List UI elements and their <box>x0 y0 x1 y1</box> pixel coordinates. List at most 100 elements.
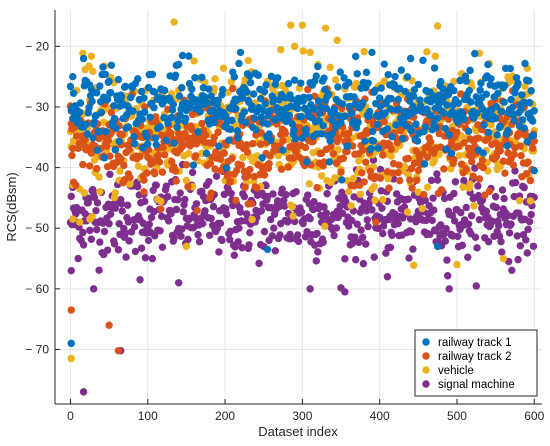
data-point <box>184 183 192 191</box>
data-point <box>181 195 189 204</box>
data-point <box>509 161 518 169</box>
data-point <box>473 109 481 117</box>
data-point <box>443 101 451 109</box>
data-point <box>376 174 385 182</box>
data-point <box>529 144 537 152</box>
data-point <box>351 233 359 241</box>
data-point <box>442 145 450 153</box>
data-point <box>131 247 140 256</box>
data-point-outlier <box>86 215 94 223</box>
data-point <box>466 66 474 75</box>
data-point <box>495 221 503 230</box>
data-point <box>284 163 293 171</box>
data-point <box>111 204 119 212</box>
data-point <box>506 64 515 73</box>
data-point <box>121 229 130 237</box>
data-point <box>228 154 236 163</box>
data-point <box>432 124 440 132</box>
data-point <box>491 114 500 123</box>
data-point <box>304 85 312 94</box>
data-point <box>229 84 237 93</box>
data-point <box>475 215 484 224</box>
data-point <box>466 180 474 188</box>
data-point <box>125 237 133 245</box>
data-point <box>499 157 508 165</box>
data-point <box>235 59 243 68</box>
data-point <box>320 203 328 211</box>
legend-item: signal machine <box>422 379 515 391</box>
data-point <box>353 70 361 78</box>
data-point <box>192 200 201 208</box>
data-point-outlier <box>68 151 76 160</box>
data-point <box>191 214 200 223</box>
data-point <box>418 204 426 213</box>
data-point <box>348 216 356 225</box>
data-point <box>220 190 228 199</box>
data-point <box>367 144 375 153</box>
data-point <box>263 120 272 128</box>
data-point <box>521 59 529 68</box>
data-point <box>310 105 318 113</box>
data-point <box>394 168 402 177</box>
data-point <box>146 113 154 121</box>
data-point <box>145 220 154 228</box>
data-point <box>176 189 184 197</box>
data-point <box>167 210 175 218</box>
data-point <box>143 133 151 141</box>
data-point <box>462 203 470 212</box>
data-point <box>527 210 535 219</box>
data-point <box>371 196 379 204</box>
y-tick-label: − 30 <box>25 100 49 114</box>
data-point <box>248 102 256 110</box>
data-point <box>69 144 77 153</box>
data-point <box>150 103 158 112</box>
data-point <box>467 98 475 106</box>
data-point <box>105 220 113 228</box>
data-point <box>431 52 440 60</box>
data-point <box>297 112 306 121</box>
data-point <box>234 134 242 142</box>
data-point <box>175 92 184 100</box>
data-point <box>167 129 175 137</box>
data-point <box>524 158 532 166</box>
data-point <box>282 190 290 199</box>
data-point <box>359 259 368 268</box>
data-point <box>377 84 385 92</box>
data-point <box>268 232 276 240</box>
y-axis-label: RCS(dBsm) <box>4 172 19 241</box>
data-point <box>256 94 265 103</box>
data-point <box>92 111 100 120</box>
data-point-outlier <box>368 48 376 57</box>
data-point <box>451 178 460 186</box>
data-point <box>299 47 307 55</box>
data-point <box>164 192 172 201</box>
data-point-outlier <box>445 285 453 293</box>
data-point <box>285 111 293 120</box>
data-point <box>345 187 353 196</box>
data-point <box>220 149 228 157</box>
data-point <box>380 77 389 85</box>
data-point <box>460 115 468 123</box>
data-point <box>87 235 96 243</box>
data-point <box>498 186 507 194</box>
data-point <box>198 73 206 82</box>
data-point <box>182 161 191 169</box>
x-tick-label: 400 <box>370 409 390 423</box>
data-point <box>457 90 465 98</box>
data-point <box>323 189 331 198</box>
data-point <box>332 224 341 232</box>
data-point <box>172 177 181 185</box>
data-point <box>294 237 303 246</box>
data-point <box>214 128 222 136</box>
data-point <box>501 81 509 90</box>
data-point <box>330 231 338 240</box>
series-signal-machine <box>66 155 538 396</box>
data-point <box>360 178 368 186</box>
data-point <box>232 105 240 113</box>
data-point <box>265 160 273 168</box>
data-point <box>125 145 133 154</box>
data-point <box>257 207 266 215</box>
legend-box <box>414 329 538 397</box>
data-point <box>107 108 116 117</box>
data-point <box>174 196 182 204</box>
